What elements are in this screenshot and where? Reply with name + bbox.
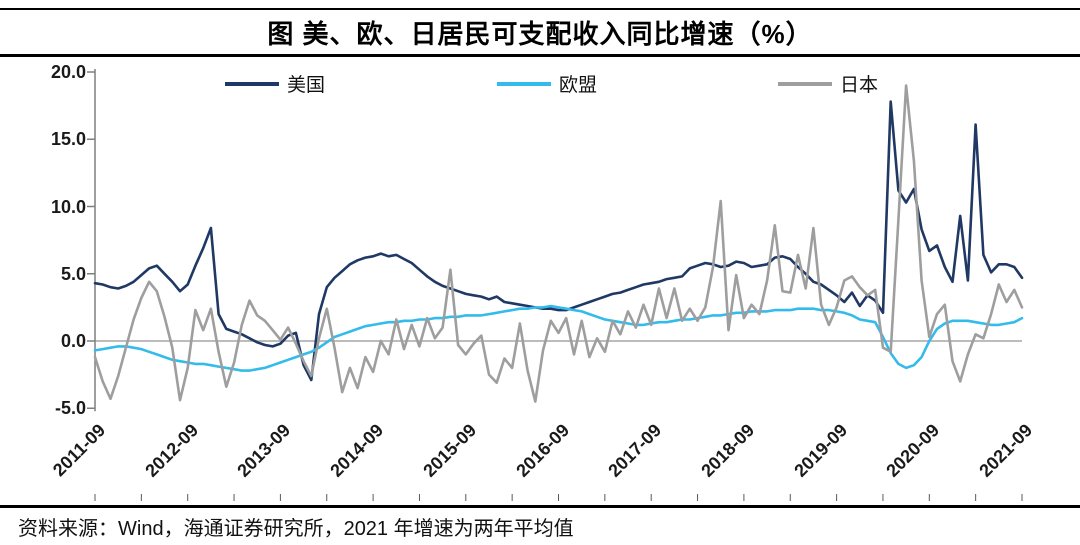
y-axis-label: 0.0	[60, 331, 86, 351]
legend-label-eu: 欧盟	[559, 75, 598, 96]
y-axis-label: 5.0	[60, 263, 86, 284]
legend-item-us: 美国	[225, 70, 325, 97]
legend-item-japan: 日本	[778, 70, 878, 97]
top-thin-rule	[0, 8, 1080, 10]
us-line-swatch	[225, 81, 279, 86]
y-axis-label: 15.0	[50, 129, 86, 150]
page-title: 图 美、欧、日居民可支配收入同比增速（%）	[267, 19, 813, 49]
legend-item-eu: 欧盟	[497, 70, 597, 97]
eu-line-swatch	[497, 81, 551, 86]
japan-line-swatch	[778, 81, 832, 86]
eu-series-line	[93, 304, 1024, 372]
y-axis-label: 20.0	[50, 62, 86, 82]
source-note: 资料来源：Wind，海通证券研究所，2021 年增速为两年平均值	[18, 518, 574, 540]
legend-label-japan: 日本	[840, 75, 879, 96]
bottom-rule	[0, 505, 1080, 508]
japan-series-line	[93, 84, 1024, 403]
title-bottom-rule	[0, 54, 1080, 57]
y-axis-label: 10.0	[50, 196, 86, 217]
y-axis-label: -5.0	[54, 398, 86, 419]
legend-label-us: 美国	[287, 75, 326, 96]
